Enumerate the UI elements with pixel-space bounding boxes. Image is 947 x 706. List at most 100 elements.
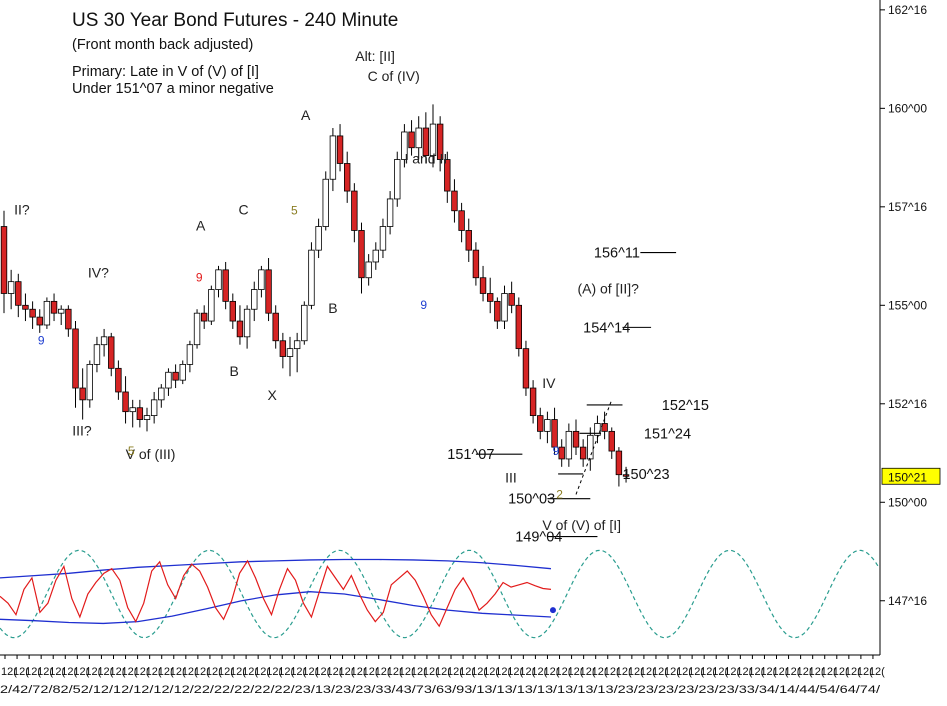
candle	[544, 411, 551, 444]
wave-label: Alt: [II]	[355, 48, 395, 64]
cycle-wave	[0, 549, 880, 639]
oscillator-end-dot	[549, 607, 556, 614]
candle-body	[15, 281, 22, 306]
count-label: 5	[128, 444, 135, 458]
candle-body	[136, 407, 144, 420]
candle-body	[115, 367, 122, 393]
candle-body	[472, 249, 480, 279]
x-tick-label: 12(	[700, 666, 716, 678]
x-tick-label: 12(	[459, 666, 475, 678]
x-tick-label: 12(	[809, 666, 825, 678]
candle-body	[343, 163, 351, 192]
y-tick-label: 155^00	[888, 298, 927, 312]
y-tick-label: 147^16	[888, 594, 927, 608]
candle-body	[158, 387, 165, 401]
candle	[58, 305, 65, 325]
wave-label: IV?	[88, 265, 109, 281]
x-tick-label: 12(	[49, 666, 65, 678]
candle	[286, 336, 294, 377]
candle	[436, 116, 444, 172]
count-label: 2	[556, 487, 563, 501]
candle	[386, 191, 394, 235]
candle-body	[179, 363, 186, 381]
candle	[122, 376, 129, 424]
x-tick-label: 12(	[302, 666, 318, 678]
candle	[293, 332, 301, 373]
candle	[472, 242, 480, 286]
candle	[301, 301, 308, 345]
x-tick-label: 12(	[652, 666, 668, 678]
candle	[537, 407, 544, 440]
candle-body	[408, 131, 415, 149]
candle-body	[86, 363, 93, 401]
x-tick-label: 12(	[616, 666, 632, 678]
candle-body	[544, 419, 551, 432]
candle	[465, 218, 472, 262]
candle	[86, 360, 93, 408]
projection-line	[575, 399, 613, 495]
candle-body	[329, 135, 337, 180]
candle-body	[494, 300, 501, 322]
candle-body	[301, 304, 308, 342]
candle	[501, 285, 508, 329]
x-tick-label: 12(	[375, 666, 391, 678]
candle	[136, 399, 144, 428]
x-tick-label: 12(	[399, 666, 415, 678]
candle-body	[43, 300, 51, 326]
candle	[558, 439, 565, 467]
candle	[351, 183, 358, 243]
x-tick-label: 12(	[531, 666, 547, 678]
candle	[193, 309, 201, 349]
candle-body	[50, 300, 58, 314]
candle-body	[308, 249, 315, 306]
x-tick-label: 12(	[73, 666, 89, 678]
x-tick-label: 12(	[85, 666, 101, 678]
candle	[508, 281, 515, 314]
x-tick-label: 12(	[483, 666, 499, 678]
candle	[444, 151, 451, 203]
x-axis: 12(12(12(12(12(12(12(12(12(12(12(12(12(1…	[0, 654, 885, 696]
chart-subtitle: (Front month back adjusted)	[72, 37, 253, 53]
x-tick-label: 12(	[628, 666, 644, 678]
x-tick-label: 12(	[640, 666, 656, 678]
x-tick-label: 12(	[845, 666, 861, 678]
candle	[379, 218, 387, 259]
x-tick-label: 12(	[580, 666, 596, 678]
candle-body	[451, 190, 458, 212]
y-tick-label: 162^16	[888, 3, 927, 17]
candle	[572, 419, 580, 455]
wave-label: III	[505, 470, 517, 486]
x-tick-label: 12(	[254, 666, 270, 678]
candle-body	[79, 387, 86, 401]
x-tick-label: 12(	[568, 666, 584, 678]
x-tick-label: 12(	[736, 666, 752, 678]
candle-body	[93, 344, 101, 365]
candle-body	[251, 289, 258, 310]
x-tick-label: 12(	[748, 666, 764, 678]
candle-body	[200, 312, 208, 322]
cycle-oscillator	[0, 549, 880, 639]
x-tick-label: 12(	[314, 666, 330, 678]
wave-label: V of (III)	[126, 446, 176, 462]
candle	[165, 368, 172, 396]
candle	[243, 305, 251, 349]
candle-body	[558, 446, 565, 460]
candle-body	[422, 127, 430, 157]
x-tick-label: 12(	[592, 666, 608, 678]
x-tick-label: 12(	[194, 666, 210, 678]
candle	[608, 427, 615, 459]
candle-body	[394, 159, 401, 200]
candle	[615, 447, 623, 487]
x-tick-label: 12(	[760, 666, 776, 678]
candle-body	[429, 123, 437, 157]
candle	[551, 407, 558, 455]
candle	[522, 340, 530, 396]
y-tick-label: 152^16	[888, 397, 927, 411]
candle-body	[22, 304, 29, 310]
wave-label: V of (V) of [I]	[542, 517, 621, 533]
x-tick-label: 12(	[158, 666, 174, 678]
candle	[408, 120, 415, 156]
candle-body	[508, 293, 515, 306]
candle-body	[215, 269, 222, 290]
wave-label: IV	[542, 375, 556, 391]
